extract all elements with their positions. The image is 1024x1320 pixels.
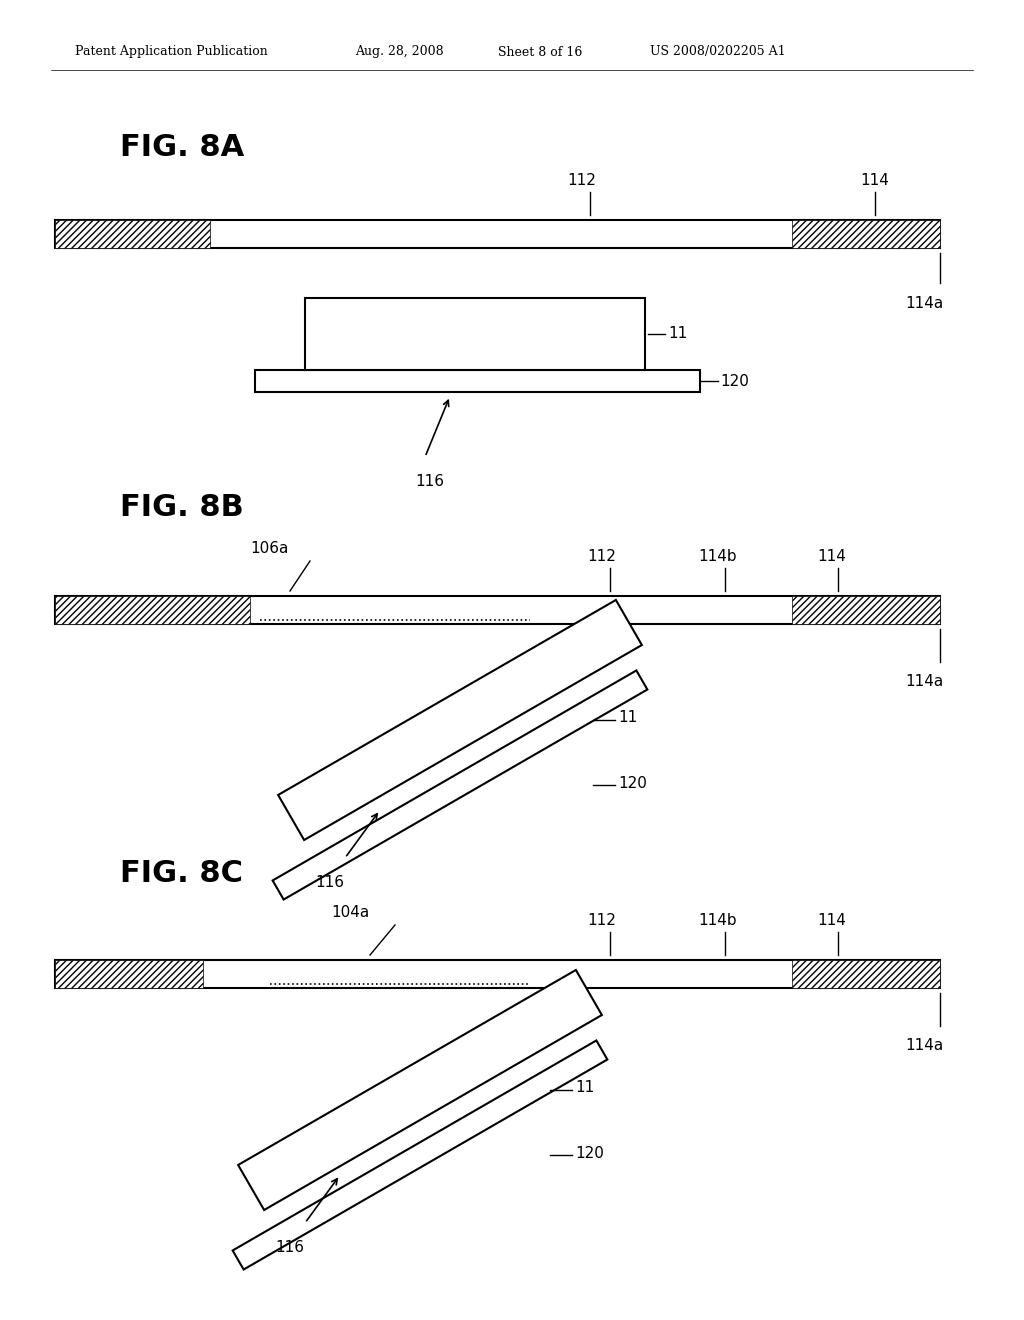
Polygon shape bbox=[232, 1040, 607, 1270]
Text: 112: 112 bbox=[567, 173, 596, 187]
Bar bbox=[55, 220, 940, 248]
Text: 114a: 114a bbox=[905, 296, 943, 312]
Text: 114a: 114a bbox=[905, 1038, 943, 1053]
Text: FIG. 8B: FIG. 8B bbox=[120, 494, 244, 523]
Text: 116: 116 bbox=[275, 1239, 304, 1255]
Bar bbox=[55, 597, 250, 624]
Text: 112: 112 bbox=[588, 913, 616, 928]
Bar bbox=[55, 960, 940, 987]
Text: 106a: 106a bbox=[251, 541, 289, 556]
Bar bbox=[55, 960, 203, 987]
Text: 114a: 114a bbox=[905, 675, 943, 689]
Bar bbox=[792, 960, 940, 987]
Text: 114b: 114b bbox=[698, 913, 737, 928]
Text: 114: 114 bbox=[860, 173, 890, 187]
Polygon shape bbox=[239, 970, 602, 1210]
Bar bbox=[55, 220, 210, 248]
Text: 120: 120 bbox=[575, 1146, 604, 1160]
Text: 116: 116 bbox=[416, 474, 444, 488]
Text: 11: 11 bbox=[618, 710, 637, 726]
Text: 114: 114 bbox=[817, 549, 847, 564]
Text: Aug. 28, 2008: Aug. 28, 2008 bbox=[355, 45, 443, 58]
Text: Patent Application Publication: Patent Application Publication bbox=[75, 45, 267, 58]
Bar bbox=[792, 597, 940, 624]
Text: FIG. 8A: FIG. 8A bbox=[120, 133, 245, 162]
Text: 112: 112 bbox=[588, 549, 616, 564]
Text: FIG. 8C: FIG. 8C bbox=[120, 858, 243, 887]
Text: 120: 120 bbox=[618, 776, 647, 791]
Bar bbox=[305, 298, 645, 370]
Bar bbox=[55, 597, 940, 624]
Polygon shape bbox=[272, 671, 647, 899]
Text: US 2008/0202205 A1: US 2008/0202205 A1 bbox=[650, 45, 785, 58]
Text: 11: 11 bbox=[668, 326, 687, 342]
Text: 114b: 114b bbox=[698, 549, 737, 564]
Text: 104a: 104a bbox=[331, 906, 369, 920]
Text: 114: 114 bbox=[817, 913, 847, 928]
Text: Sheet 8 of 16: Sheet 8 of 16 bbox=[498, 45, 583, 58]
Bar bbox=[792, 220, 940, 248]
Polygon shape bbox=[279, 601, 642, 840]
Text: 11: 11 bbox=[575, 1081, 594, 1096]
Text: 120: 120 bbox=[720, 374, 749, 388]
Text: 116: 116 bbox=[315, 875, 344, 890]
Bar bbox=[255, 370, 700, 392]
